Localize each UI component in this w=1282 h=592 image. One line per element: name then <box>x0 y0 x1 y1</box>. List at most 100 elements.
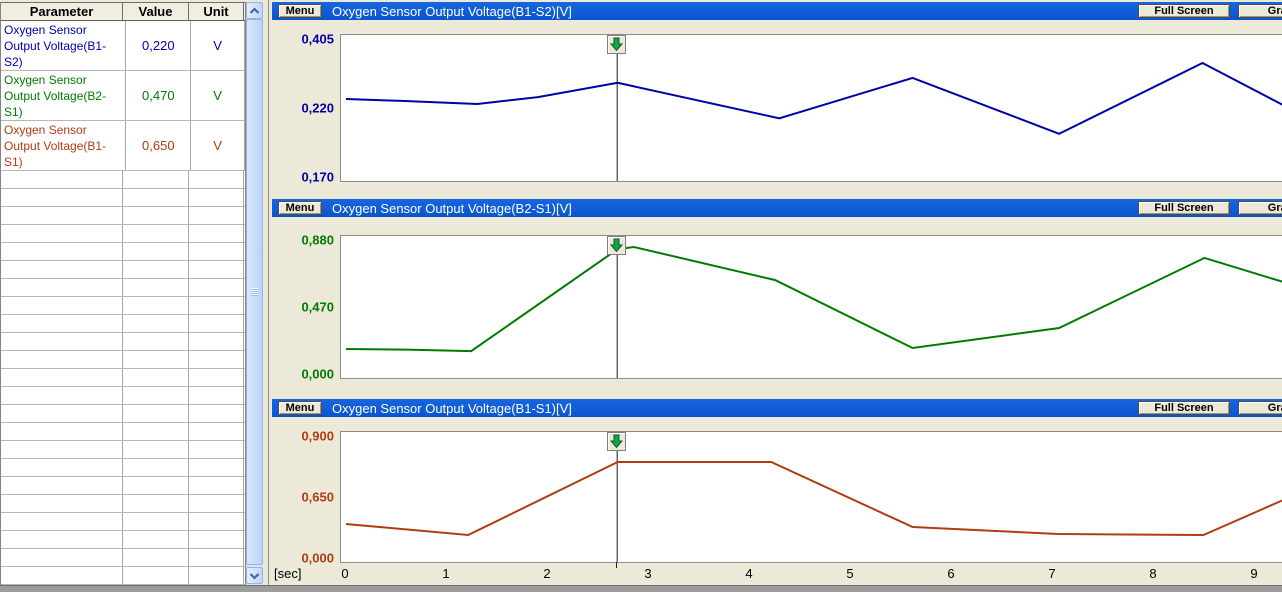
table-row-empty <box>1 369 245 387</box>
empty-cell <box>189 207 244 224</box>
empty-cell <box>123 207 189 224</box>
table-row[interactable]: Oxygen Sensor Output Voltage(B2-S1) 0,470… <box>1 71 245 121</box>
graph-button[interactable]: Graph <box>1238 4 1282 18</box>
menu-button[interactable]: Menu <box>278 4 322 18</box>
cursor-handle[interactable] <box>607 35 626 54</box>
table-row-empty <box>1 441 245 459</box>
time-axis-unit-label: [sec] <box>274 566 302 581</box>
empty-cell <box>1 261 123 278</box>
empty-cell <box>189 495 244 512</box>
empty-cell <box>123 531 189 548</box>
table-row-empty <box>1 513 245 531</box>
empty-cell <box>123 513 189 530</box>
empty-cell <box>123 567 189 584</box>
chevron-up-icon <box>249 6 260 14</box>
parameter-table-header: Parameter Value Unit <box>1 3 245 21</box>
empty-cell <box>123 333 189 350</box>
empty-cell <box>1 297 123 314</box>
table-row-empty <box>1 333 245 351</box>
time-tick-label: 1 <box>442 566 450 581</box>
empty-cell <box>189 279 244 296</box>
table-row-empty <box>1 405 245 423</box>
empty-cell <box>1 549 123 566</box>
plot-area[interactable] <box>340 235 1282 379</box>
empty-cell <box>189 567 244 584</box>
menu-button[interactable]: Menu <box>278 401 322 415</box>
table-row-empty <box>1 225 245 243</box>
time-tick-label: 6 <box>947 566 955 581</box>
empty-cell <box>1 171 123 188</box>
empty-cell <box>1 513 123 530</box>
empty-cell <box>189 477 244 494</box>
y-axis-min-label: 0,000 <box>301 366 334 382</box>
table-row-empty <box>1 567 245 585</box>
scrollbar-thumb[interactable] <box>246 19 263 565</box>
empty-cell <box>123 441 189 458</box>
menu-button[interactable]: Menu <box>278 201 322 215</box>
graph-button[interactable]: Graph <box>1238 201 1282 215</box>
empty-cell <box>1 531 123 548</box>
scrollbar-down-button[interactable] <box>246 567 263 584</box>
table-row-empty <box>1 297 245 315</box>
empty-cell <box>189 531 244 548</box>
y-axis-min-label: 0,170 <box>301 169 334 185</box>
empty-cell <box>123 459 189 476</box>
table-row-empty <box>1 171 245 189</box>
y-axis-max-label: 0,900 <box>301 428 334 444</box>
empty-cell <box>1 459 123 476</box>
parameter-table: Parameter Value Unit Oxygen Sensor Outpu… <box>0 2 246 585</box>
empty-cell <box>1 567 123 584</box>
column-header-unit: Unit <box>189 3 244 20</box>
parameter-unit: V <box>191 71 245 120</box>
table-scrollbar[interactable] <box>246 2 263 585</box>
full-screen-button[interactable]: Full Screen <box>1138 401 1230 415</box>
empty-cell <box>189 171 244 188</box>
empty-cell <box>189 261 244 278</box>
empty-cell <box>1 225 123 242</box>
green-down-arrow-icon <box>609 37 624 52</box>
table-row-empty <box>1 189 245 207</box>
table-row-empty <box>1 351 245 369</box>
empty-cell <box>189 369 244 386</box>
table-row-empty <box>1 207 245 225</box>
time-tick-label: 5 <box>846 566 854 581</box>
empty-cell <box>123 225 189 242</box>
time-tick-label: 0 <box>341 566 349 581</box>
table-row-empty <box>1 315 245 333</box>
time-tick-label: 4 <box>745 566 753 581</box>
y-axis-cursor-label: 0,220 <box>301 100 334 116</box>
cursor-handle[interactable] <box>607 236 626 255</box>
empty-cell <box>1 495 123 512</box>
scrollbar-up-button[interactable] <box>246 2 263 19</box>
parameter-unit: V <box>191 121 245 170</box>
chart-title: Oxygen Sensor Output Voltage(B2-S1)[V] <box>332 201 572 216</box>
table-row[interactable]: Oxygen Sensor Output Voltage(B1-S1) 0,650… <box>1 121 245 171</box>
window-bottom-border <box>0 585 1282 592</box>
full-screen-button[interactable]: Full Screen <box>1138 201 1230 215</box>
table-row-empty <box>1 243 245 261</box>
empty-cell <box>123 351 189 368</box>
plot-area[interactable] <box>340 34 1282 182</box>
full-screen-button[interactable]: Full Screen <box>1138 4 1230 18</box>
empty-cell <box>123 495 189 512</box>
table-row[interactable]: Oxygen Sensor Output Voltage(B1-S2) 0,220… <box>1 21 245 71</box>
chart-titlebar: Menu Oxygen Sensor Output Voltage(B1-S1)[… <box>272 399 1282 417</box>
parameter-name: Oxygen Sensor Output Voltage(B1-S1) <box>1 121 127 170</box>
empty-cell <box>1 279 123 296</box>
empty-cell <box>123 477 189 494</box>
cursor-handle[interactable] <box>607 432 626 451</box>
table-row-empty <box>1 279 245 297</box>
empty-cell <box>1 441 123 458</box>
empty-cell <box>123 189 189 206</box>
plot-area[interactable] <box>340 431 1282 563</box>
chart-titlebar: Menu Oxygen Sensor Output Voltage(B2-S1)[… <box>272 199 1282 217</box>
graph-button[interactable]: Graph <box>1238 401 1282 415</box>
parameter-unit: V <box>191 21 245 70</box>
empty-cell <box>1 477 123 494</box>
time-tick-label: 7 <box>1048 566 1056 581</box>
table-row-empty <box>1 531 245 549</box>
signal-trace <box>345 245 1282 353</box>
time-tick-label: 9 <box>1250 566 1258 581</box>
parameter-table-body: Oxygen Sensor Output Voltage(B1-S2) 0,220… <box>1 21 245 585</box>
